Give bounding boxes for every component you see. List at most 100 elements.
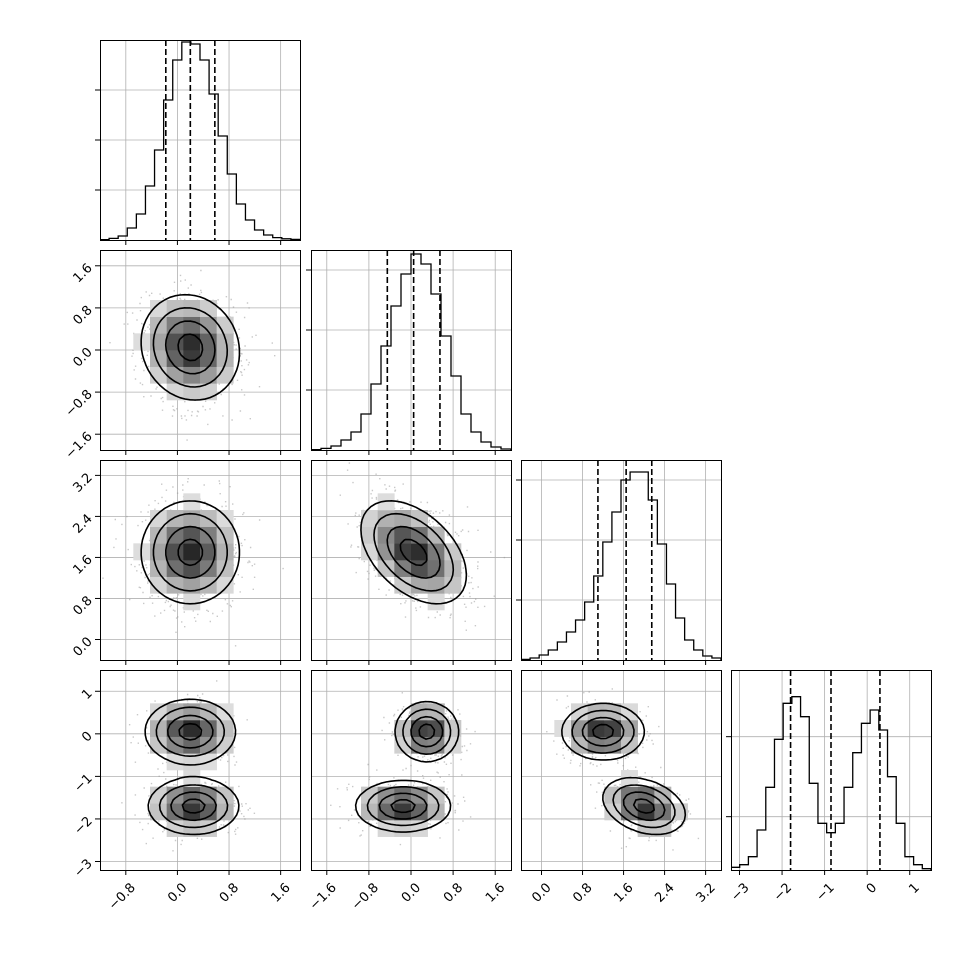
density-cell xyxy=(427,593,445,611)
density-cell xyxy=(200,543,217,561)
density-cell xyxy=(166,350,184,367)
density-cell xyxy=(377,543,395,561)
density-cell xyxy=(427,736,445,754)
panel-frame xyxy=(521,670,722,871)
y-tick-label: 3.2 xyxy=(70,470,95,495)
x-tick-label: 1 xyxy=(906,880,922,896)
x-tick-label: 0 xyxy=(864,880,880,896)
contour-line xyxy=(366,708,452,827)
density-cell xyxy=(183,576,201,594)
histogram-panel xyxy=(100,40,301,241)
y-tick-label: −3 xyxy=(71,857,95,881)
density-cell xyxy=(183,736,201,754)
density-cell xyxy=(150,703,167,721)
contour-line xyxy=(177,333,204,362)
density-cell xyxy=(604,803,622,821)
y-tick-label: −1 xyxy=(71,771,95,795)
y-tick-label: 0.0 xyxy=(70,635,95,660)
contour-line xyxy=(166,714,217,822)
density-cell xyxy=(183,753,201,771)
x-tick-label: 0.0 xyxy=(399,880,424,905)
density-cell xyxy=(377,803,395,821)
y-tick-label: 0.8 xyxy=(70,594,95,619)
x-tick-label: 3.2 xyxy=(693,880,718,905)
density-panel xyxy=(100,670,301,871)
density-cell xyxy=(216,333,234,351)
density-cell xyxy=(166,703,184,721)
x-tick-label: −1 xyxy=(814,880,838,904)
density-panel xyxy=(521,670,722,871)
x-tick-label: 0.8 xyxy=(217,880,242,905)
histogram-step xyxy=(100,41,300,240)
density-cell xyxy=(394,510,412,527)
histogram-panel xyxy=(731,670,932,871)
density-cell xyxy=(200,366,217,384)
x-tick-label: 1.6 xyxy=(611,880,636,905)
panel-frame xyxy=(100,250,301,451)
density-cell xyxy=(621,786,638,804)
x-tick-label: 2.4 xyxy=(652,880,677,905)
contour-line xyxy=(155,706,229,829)
density-cell xyxy=(183,333,201,351)
density-cell xyxy=(183,350,201,367)
y-tick-label: 1.6 xyxy=(70,552,95,577)
contour-line xyxy=(378,715,444,820)
contour-line xyxy=(390,723,436,814)
density-cell xyxy=(216,543,234,561)
y-tick-label: 0.0 xyxy=(70,345,95,370)
contour-line xyxy=(571,709,676,829)
density-cell xyxy=(394,820,412,837)
density-cell xyxy=(216,803,234,821)
density-cell xyxy=(150,366,167,384)
density-cell xyxy=(150,526,167,544)
contour-line xyxy=(373,512,455,592)
density-cell xyxy=(637,803,655,821)
density-cell xyxy=(183,510,201,527)
density-panel xyxy=(311,460,512,661)
density-cell xyxy=(621,736,638,754)
contour-line xyxy=(140,293,241,401)
density-cell xyxy=(150,786,167,804)
y-tick-label: −0.8 xyxy=(63,387,96,420)
density-cell xyxy=(150,576,167,594)
panel-frame xyxy=(311,670,512,871)
panel-frame xyxy=(731,670,932,871)
density-cell xyxy=(377,560,395,577)
x-tick-label: −0.8 xyxy=(106,880,139,913)
histogram-step xyxy=(311,253,511,450)
x-tick-label: 1.6 xyxy=(483,880,508,905)
density-cell xyxy=(183,720,201,737)
density-cell xyxy=(571,720,588,737)
contour-line xyxy=(164,320,216,375)
density-cell xyxy=(216,576,234,594)
density-cell xyxy=(411,543,428,561)
x-tick-label: 0.8 xyxy=(441,880,466,905)
density-cell xyxy=(394,543,412,561)
x-tick-label: 0.0 xyxy=(529,880,554,905)
density-cell xyxy=(183,803,201,821)
y-tick-label: 0.8 xyxy=(70,303,95,328)
density-cell xyxy=(150,333,167,351)
density-cell xyxy=(411,803,428,821)
density-cell xyxy=(621,770,638,787)
density-cell xyxy=(183,820,201,837)
density-cell xyxy=(216,510,234,527)
contour-line xyxy=(399,538,428,567)
density-cell xyxy=(183,493,201,511)
density-cell xyxy=(166,333,184,351)
histogram-panel xyxy=(311,250,512,451)
density-cell xyxy=(444,736,462,754)
density-cell xyxy=(444,576,462,594)
contour-line xyxy=(178,722,206,814)
x-tick-label: −3 xyxy=(728,880,752,904)
density-cell xyxy=(150,736,167,754)
density-cell xyxy=(150,510,167,527)
density-cell xyxy=(166,820,184,837)
x-tick-label: −0.8 xyxy=(349,880,382,913)
density-cell xyxy=(444,543,462,561)
density-cell xyxy=(394,736,412,754)
density-cell xyxy=(411,703,428,721)
density-cell xyxy=(183,543,201,561)
density-cell xyxy=(166,543,184,561)
histogram-panel xyxy=(521,460,722,661)
